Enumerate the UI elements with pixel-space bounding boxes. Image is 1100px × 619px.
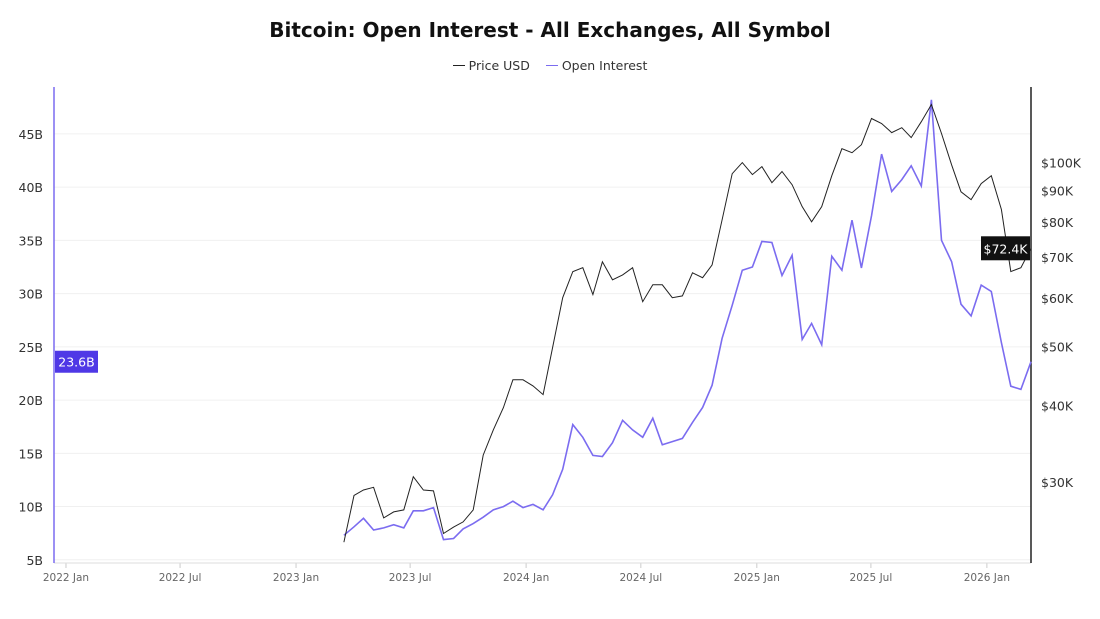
- right-tick-label: $70K: [1041, 250, 1074, 265]
- oi-current-label: 23.6B: [58, 355, 94, 370]
- x-tick-label: 2023 Jul: [389, 572, 432, 584]
- x-tick-label: 2023 Jan: [273, 572, 319, 584]
- oi-current-badge: [55, 350, 98, 373]
- price-current-badge: [981, 236, 1030, 261]
- x-tick-label: 2026 Jan: [964, 572, 1010, 584]
- x-tick-label: 2022 Jan: [43, 572, 89, 584]
- price-current-label: $72.4K: [984, 241, 1029, 256]
- x-tick-label: 2022 Jul: [159, 572, 202, 584]
- right-tick-label: $30K: [1041, 475, 1074, 490]
- legend-label-open-interest: Open Interest: [561, 57, 648, 73]
- right-tick-label: $50K: [1041, 339, 1074, 354]
- left-tick-label: 20B: [19, 393, 43, 408]
- left-tick-label: 5B: [26, 553, 43, 568]
- legend: Price USD Open Interest: [0, 54, 1100, 73]
- right-tick-label: $60K: [1041, 291, 1074, 306]
- x-tick-label: 2024 Jul: [619, 572, 662, 584]
- legend-label-price: Price USD: [468, 57, 530, 73]
- series-price-line: [343, 103, 1032, 543]
- left-tick-label: 35B: [19, 233, 43, 248]
- right-tick-label: $90K: [1041, 184, 1074, 199]
- chart-title: Bitcoin: Open Interest - All Exchanges, …: [269, 18, 831, 42]
- left-tick-label: 25B: [19, 340, 43, 355]
- x-tick-label: 2024 Jan: [503, 572, 549, 584]
- left-tick-label: 15B: [19, 446, 43, 461]
- left-tick-label: 30B: [19, 287, 43, 302]
- right-tick-label: $80K: [1041, 215, 1074, 230]
- x-tick-label: 2025 Jul: [850, 572, 893, 584]
- left-tick-label: 45B: [19, 127, 43, 142]
- left-tick-label: 40B: [19, 180, 43, 195]
- left-tick-label: 10B: [19, 500, 43, 515]
- x-tick-label: 2025 Jan: [734, 572, 780, 584]
- series-open-interest-line: [343, 99, 1032, 541]
- right-tick-label: $100K: [1041, 156, 1082, 171]
- legend-item-price[interactable]: Price USD: [452, 57, 530, 73]
- right-tick-label: $40K: [1041, 399, 1074, 414]
- legend-swatch-price: [452, 64, 465, 66]
- legend-swatch-open-interest: [545, 64, 558, 66]
- legend-item-open-interest[interactable]: Open Interest: [545, 57, 648, 73]
